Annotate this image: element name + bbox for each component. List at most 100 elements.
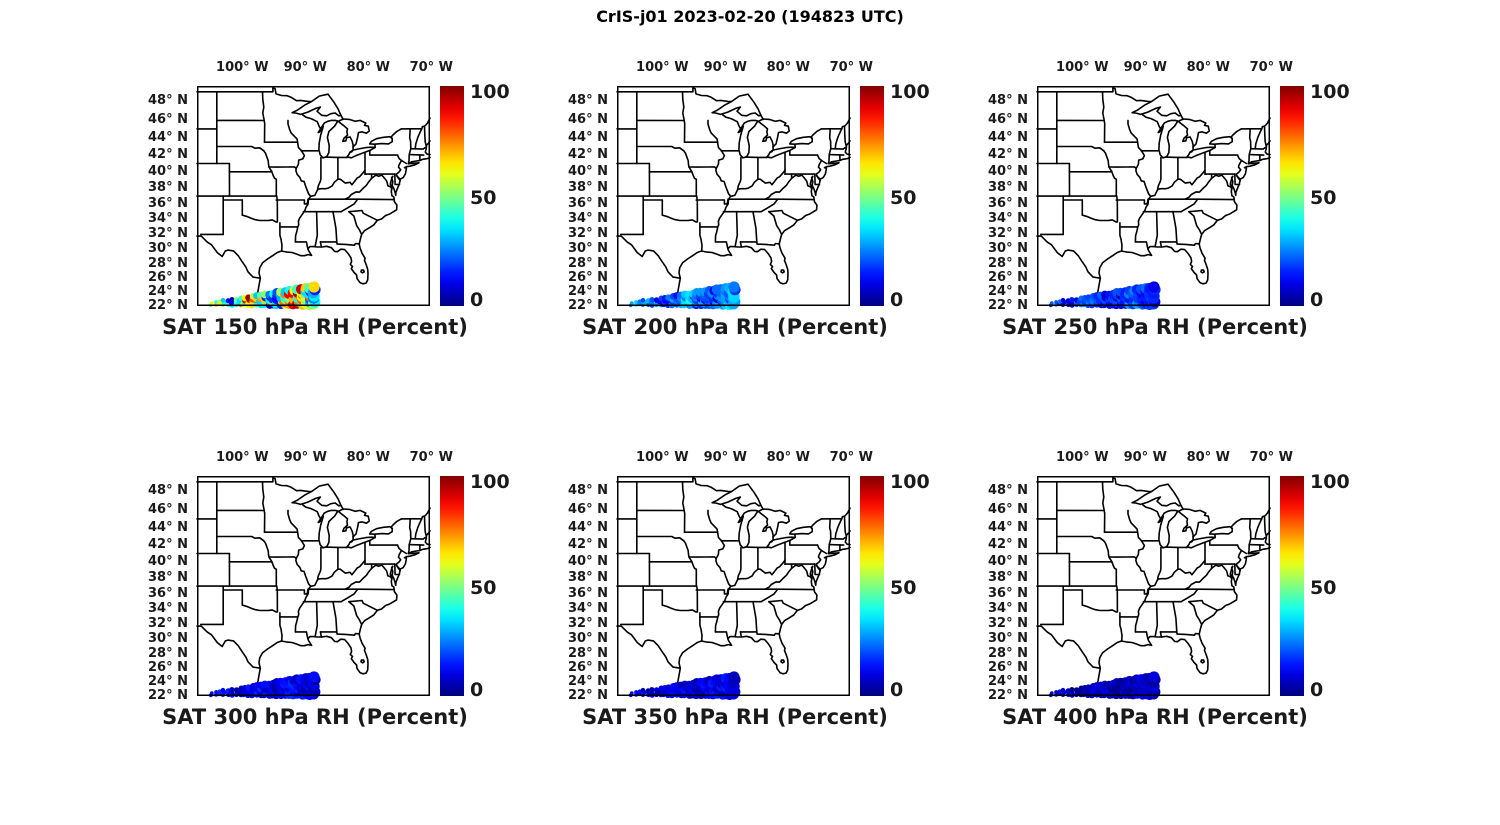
state-boundary-line — [711, 93, 762, 117]
state-boundary-line — [721, 114, 741, 129]
state-boundary-line — [830, 536, 847, 540]
state-boundary-line — [275, 588, 309, 595]
colorbar-tick-label: 100 — [890, 471, 930, 493]
lat-tick-label: 44° N — [148, 519, 188, 535]
lat-tick-label: 38° N — [148, 180, 188, 196]
state-boundary-line — [1189, 536, 1194, 544]
state-boundary-line — [636, 145, 685, 152]
longitude-axis: 100° W 90° W 80° W 70° W — [617, 450, 873, 468]
state-boundary-line — [196, 235, 262, 279]
state-boundary-line — [1177, 508, 1210, 538]
lon-tick-label: 100° W — [216, 450, 269, 465]
state-boundary-line — [332, 600, 338, 633]
colorbar-tick-label: 50 — [1310, 187, 1337, 209]
figure-title: CrIS-j01 2023-02-20 (194823 UTC) — [596, 7, 904, 26]
state-boundary-line — [814, 563, 821, 576]
state-boundary-line — [1180, 198, 1199, 213]
state-boundary-line — [414, 518, 423, 540]
lat-tick-label: 42° N — [568, 537, 608, 553]
state-boundary-line — [336, 631, 360, 636]
lon-tick-label: 80° W — [346, 450, 391, 465]
state-boundary-line — [1180, 114, 1184, 121]
latitude-axis: 48° N 46° N 44° N 42° N 40° N 38° N 36° N 34° N… — [140, 86, 192, 312]
state-boundary-line — [1036, 87, 1153, 103]
lat-tick-label: 22° N — [148, 297, 188, 313]
rh-data-point — [1148, 281, 1160, 293]
lat-tick-label: 44° N — [568, 519, 608, 535]
state-boundary-line — [843, 515, 847, 537]
state-boundary-line — [810, 128, 823, 140]
lon-tick-label: 80° W — [1186, 450, 1231, 465]
state-boundary-line — [1108, 166, 1137, 170]
colorbar-tick-label: 50 — [470, 187, 497, 209]
state-boundary-line — [780, 659, 785, 664]
state-boundary-line — [316, 156, 322, 191]
axes-frame — [1037, 86, 1270, 306]
state-boundary-line — [757, 508, 790, 538]
state-boundary-line — [1180, 588, 1199, 603]
state-boundary-line — [196, 477, 313, 493]
state-boundary-line — [616, 477, 733, 493]
state-boundary-line — [827, 128, 832, 165]
colorbar-tick-label: 0 — [470, 289, 484, 311]
state-boundary-line — [345, 536, 376, 549]
state-boundary-line — [263, 150, 270, 168]
lat-tick-label: 46° N — [568, 111, 608, 127]
state-boundary-line — [1095, 546, 1271, 697]
state-boundary-line — [1188, 599, 1219, 612]
state-boundary-line — [768, 599, 799, 612]
lat-tick-label: 26° N — [568, 659, 608, 675]
lat-tick-label: 30° N — [148, 631, 188, 647]
rh-data-point — [728, 281, 740, 293]
state-boundary-line — [268, 556, 297, 560]
state-boundary-line — [1263, 125, 1267, 147]
state-boundary-line — [1235, 154, 1243, 182]
state-boundary-line — [348, 210, 362, 235]
lat-tick-label: 42° N — [988, 147, 1028, 163]
subplot-sat-350hpa: 100° W 90° W 80° W 70° W 48° N 46° N 44° N 42°… — [560, 450, 930, 750]
state-boundary-line — [765, 536, 796, 549]
state-boundary-line — [1127, 509, 1152, 633]
state-boundary-line — [1200, 269, 1205, 274]
state-boundary-line — [1115, 198, 1149, 205]
state-boundary-line — [344, 177, 373, 200]
lat-tick-label: 24° N — [988, 673, 1028, 689]
state-boundary-line — [1247, 518, 1252, 555]
state-boundary-line — [828, 153, 845, 156]
state-boundary-line — [1095, 156, 1271, 307]
state-boundary-line — [1149, 169, 1206, 198]
lat-tick-label: 42° N — [148, 537, 188, 553]
state-boundary-line — [337, 508, 370, 538]
lat-tick-label: 28° N — [148, 645, 188, 661]
lat-tick-label: 42° N — [148, 147, 188, 163]
state-boundary-line — [765, 146, 796, 159]
state-boundary-line — [268, 166, 278, 197]
state-boundary-line — [714, 631, 729, 639]
rh-data-point — [1049, 301, 1054, 306]
state-boundary-line — [820, 159, 828, 165]
state-boundary-line — [279, 222, 283, 252]
state-boundary-line — [1159, 241, 1163, 248]
state-boundary-line — [1036, 625, 1102, 669]
state-boundary-line — [1036, 235, 1102, 279]
state-boundary-line — [400, 159, 408, 165]
subplot-sat-400hpa: 100° W 90° W 80° W 70° W 48° N 46° N 44° N 42°… — [980, 450, 1350, 750]
axes-frame — [1037, 476, 1270, 696]
state-boundary-line — [369, 149, 399, 156]
lat-tick-label: 44° N — [568, 129, 608, 145]
state-boundary-line — [1210, 173, 1233, 190]
rh-data-point — [1060, 297, 1066, 303]
state-boundary-line — [410, 146, 427, 150]
state-boundary-line — [255, 546, 431, 697]
lon-tick-label: 90° W — [1123, 450, 1168, 465]
lat-tick-label: 44° N — [988, 129, 1028, 145]
state-boundary-line — [268, 556, 278, 587]
colorbar-tick-labels: 100 50 0 — [890, 82, 936, 310]
state-boundary-line — [400, 549, 408, 555]
lat-tick-label: 32° N — [568, 226, 608, 242]
lon-tick-label: 90° W — [1123, 60, 1168, 75]
state-boundary-line — [390, 518, 403, 530]
state-boundary-line — [1081, 214, 1117, 223]
map-plot — [196, 86, 431, 310]
